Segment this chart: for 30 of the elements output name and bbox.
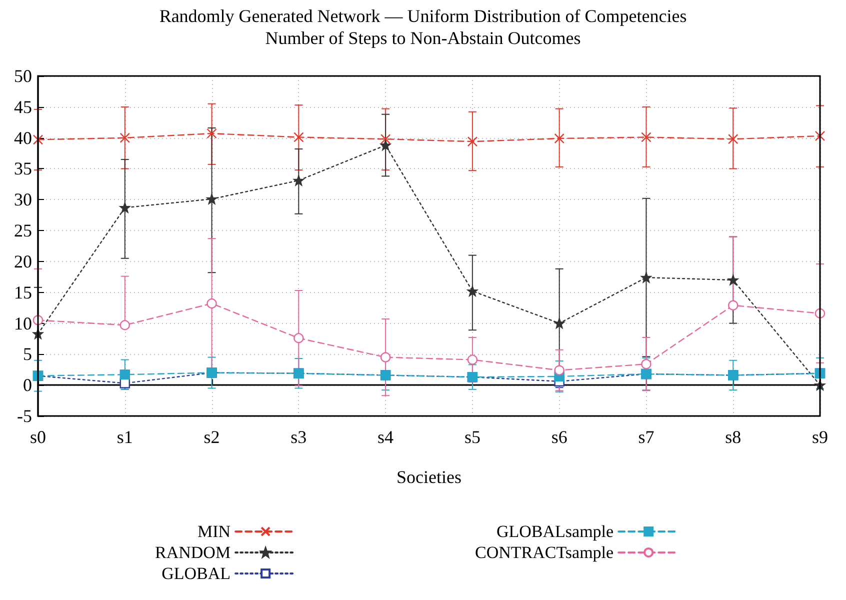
- x-tick-label: s7: [638, 427, 654, 447]
- y-tick-label: 35: [14, 158, 32, 179]
- y-tick-label: -5: [17, 406, 32, 426]
- x-tick-label: s6: [551, 427, 568, 447]
- legend-label: GLOBALsample: [496, 522, 614, 541]
- x-tick-label: s1: [116, 427, 133, 447]
- y-tick-label: 30: [14, 190, 32, 210]
- y-tick-label: 45: [14, 96, 32, 117]
- y-tick-label: 0: [23, 375, 32, 396]
- y-tick-label: 25: [14, 220, 32, 241]
- legend-label: GLOBAL: [162, 564, 231, 583]
- x-tick-label: s8: [725, 427, 742, 447]
- x-tick-label: s0: [30, 427, 46, 447]
- x-tick-label: s2: [204, 427, 220, 447]
- y-tick-label: 10: [14, 313, 32, 334]
- y-tick-label: 40: [14, 128, 32, 148]
- x-axis-title: Societies: [396, 467, 462, 487]
- y-tick-label: 15: [14, 282, 32, 302]
- x-tick-label: s9: [812, 427, 828, 447]
- legend-label: RANDOM: [155, 543, 231, 562]
- x-tick-label: s4: [378, 427, 394, 447]
- y-tick-label: 50: [14, 66, 32, 86]
- y-tick-label: 20: [14, 251, 32, 272]
- x-tick-label: s3: [290, 427, 307, 447]
- x-tick-label: s5: [464, 427, 480, 447]
- y-tick-label: 5: [23, 344, 32, 364]
- legend-label: MIN: [198, 522, 231, 541]
- legend-label: CONTRACTsample: [474, 543, 614, 562]
- chart-title: Randomly Generated Network — Uniform Distribution of Competencies: [159, 6, 687, 26]
- chart-subtitle: Number of Steps to Non-Abstain Outcomes: [265, 28, 581, 48]
